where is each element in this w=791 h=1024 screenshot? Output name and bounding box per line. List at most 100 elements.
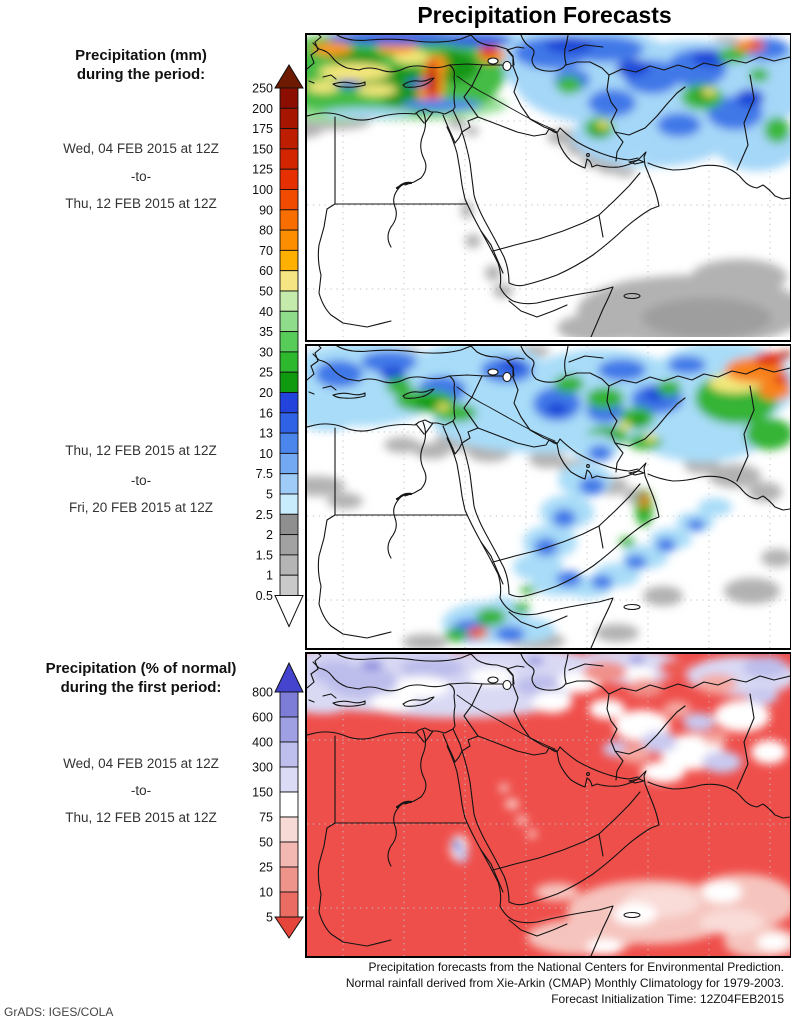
panel1-heading-line2: during the period: bbox=[76, 66, 206, 83]
colorbar-tick-label: 60 bbox=[259, 264, 273, 278]
page-title: Precipitation Forecasts bbox=[417, 2, 672, 28]
colorbar-segment bbox=[279, 371, 299, 393]
colorbar-tick-label: 100 bbox=[252, 183, 273, 197]
colorbar-tick-label: 2 bbox=[266, 528, 273, 542]
colorbar-tick-label: 150 bbox=[252, 142, 273, 156]
colorbar-segment bbox=[279, 841, 299, 868]
colorbar-segment bbox=[279, 270, 299, 292]
colorbar-mm: 250 200 175 150 125 100 90 80 70 60 50 40 35 30 25 20 16… bbox=[195, 64, 315, 629]
panel1-period-separator: -to- bbox=[130, 169, 152, 184]
colorbar-segment bbox=[279, 128, 299, 150]
colorbar-segment bbox=[279, 866, 299, 893]
colorbar-segment bbox=[279, 452, 299, 475]
colorbar-segment bbox=[279, 249, 299, 272]
panel3-heading: Precipitation (% of normal) during the f… bbox=[0, 659, 282, 697]
colorbar-tick-label: 50 bbox=[259, 836, 273, 850]
colorbar-arrow-up bbox=[274, 64, 304, 89]
colorbar-segment bbox=[279, 513, 299, 536]
colorbar-arrow-down bbox=[274, 595, 304, 628]
panel3-heading-line2: during the first period: bbox=[60, 679, 222, 696]
colorbar-segment bbox=[279, 290, 299, 312]
colorbar-segment bbox=[279, 412, 299, 434]
colorbar-segment bbox=[279, 432, 299, 454]
colorbar-tick-label: 250 bbox=[252, 82, 273, 96]
panel3-period-start: Wed, 04 FEB 2015 at 12Z bbox=[63, 756, 219, 771]
colorbar-tick-label: 13 bbox=[259, 427, 273, 441]
map-panel1-precip-mm-first-period bbox=[307, 35, 790, 337]
colorbar-segment bbox=[279, 87, 299, 109]
colorbar-segment bbox=[279, 392, 299, 414]
colorbar-tick-label: 10 bbox=[259, 447, 273, 461]
colorbar-tick-label: 30 bbox=[259, 345, 273, 359]
map-panel3-precip-percent-of-normal bbox=[307, 654, 790, 956]
colorbar-tick-label: 25 bbox=[259, 366, 273, 380]
colorbar-segment bbox=[279, 209, 299, 231]
colorbar-segment bbox=[279, 148, 299, 170]
colorbar-tick-label: 400 bbox=[252, 736, 273, 750]
colorbar-segment bbox=[279, 716, 299, 743]
colorbar-tick-label: 5 bbox=[266, 488, 273, 502]
panel2-period-start: Thu, 12 FEB 2015 at 12Z bbox=[65, 443, 217, 458]
colorbar-segment bbox=[279, 766, 299, 793]
colorbar-segment bbox=[279, 189, 299, 211]
colorbar-segment bbox=[279, 473, 299, 495]
panel1-heading: Precipitation (mm) during the period: bbox=[0, 46, 282, 84]
colorbar-segment bbox=[279, 331, 299, 353]
colorbar-tick-label: 1 bbox=[266, 569, 273, 583]
colorbar-segment bbox=[279, 554, 299, 576]
colorbar-tick-label: 35 bbox=[259, 325, 273, 339]
colorbar-tick-label: 0.5 bbox=[256, 589, 273, 603]
colorbar-tick-label: 75 bbox=[259, 811, 273, 825]
colorbar-segment bbox=[279, 310, 299, 333]
colorbar-segment bbox=[279, 107, 299, 130]
panel2-period-separator: -to- bbox=[130, 473, 152, 488]
colorbar-tick-label: 125 bbox=[252, 163, 273, 177]
colorbar-tick-label: 7.5 bbox=[256, 467, 273, 481]
colorbar-tick-label: 40 bbox=[259, 305, 273, 319]
colorbar-segment bbox=[279, 816, 299, 843]
caption-line2: Normal rainfall derived from Xie-Arkin (… bbox=[345, 976, 784, 990]
colorbar-tick-label: 200 bbox=[252, 102, 273, 116]
panel3-period-end: Thu, 12 FEB 2015 at 12Z bbox=[65, 810, 217, 825]
colorbar-tick-label: 2.5 bbox=[256, 508, 273, 522]
colorbar-segment bbox=[279, 791, 299, 818]
caption-line3: Forecast Initialization Time: 12Z04FEB20… bbox=[551, 992, 784, 1006]
colorbar-tick-label: 10 bbox=[259, 886, 273, 900]
colorbar-segment bbox=[279, 493, 299, 515]
colorbar-tick-label: 300 bbox=[252, 761, 273, 775]
colorbar-segment bbox=[279, 891, 299, 918]
colorbar-segment bbox=[279, 229, 299, 251]
panel2-period-end: Fri, 20 FEB 2015 at 12Z bbox=[68, 500, 214, 515]
colorbar-tick-label: 600 bbox=[252, 711, 273, 725]
colorbar-tick-label: 80 bbox=[259, 224, 273, 238]
colorbar-tick-label: 70 bbox=[259, 244, 273, 258]
colorbar-tick-label: 90 bbox=[259, 203, 273, 217]
colorbar-arrow-down bbox=[274, 916, 304, 939]
panel3-precip-shading bbox=[307, 654, 790, 956]
colorbar-tick-label: 800 bbox=[252, 686, 273, 700]
colorbar-tick-label: 5 bbox=[266, 911, 273, 925]
panel1-heading-line1: Precipitation (mm) bbox=[75, 47, 207, 64]
colorbar-segment bbox=[279, 691, 299, 718]
colorbar-segment bbox=[279, 741, 299, 768]
map-panel2-precip-mm-second-period bbox=[307, 346, 790, 648]
colorbar-tick-label: 1.5 bbox=[256, 548, 273, 562]
panel1-period-start: Wed, 04 FEB 2015 at 12Z bbox=[63, 141, 219, 156]
panel3-period-separator: -to- bbox=[130, 783, 152, 798]
colorbar-percent-of-normal: 800 600 400 300 150 75 50 25 10 5 bbox=[195, 661, 315, 940]
colorbar-segment bbox=[279, 574, 299, 596]
colorbar-tick-label: 25 bbox=[259, 861, 273, 875]
colorbar-tick-label: 175 bbox=[252, 122, 273, 136]
panel3-heading-line1: Precipitation (% of normal) bbox=[45, 660, 237, 677]
grads-credit: GrADS: IGES/COLA bbox=[4, 1005, 114, 1019]
colorbar-segment bbox=[279, 351, 299, 373]
colorbar-tick-label: 150 bbox=[252, 786, 273, 800]
colorbar-tick-label: 16 bbox=[259, 406, 273, 420]
colorbar-segment bbox=[279, 534, 299, 556]
colorbar-arrow-up bbox=[274, 661, 304, 693]
caption-line1: Precipitation forecasts from the Nationa… bbox=[368, 960, 784, 974]
panel2-precip-shading bbox=[307, 346, 790, 648]
colorbar-segment bbox=[279, 168, 299, 190]
colorbar-tick-label: 20 bbox=[259, 386, 273, 400]
